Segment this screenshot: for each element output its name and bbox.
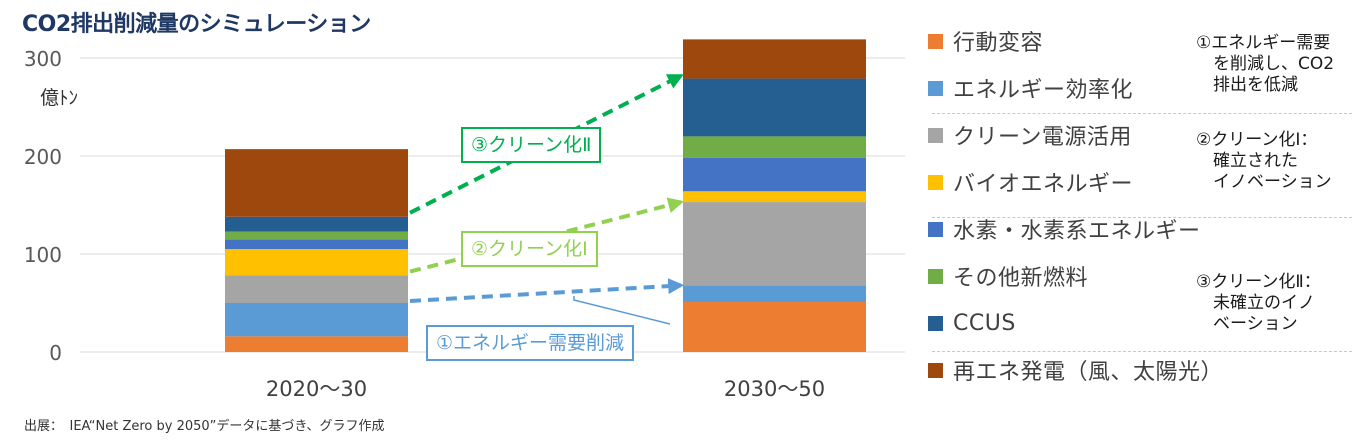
y-tick-label: 300	[24, 47, 62, 71]
y-axis-label: 億ﾄﾝ	[40, 87, 78, 109]
legend-swatch	[928, 362, 943, 378]
note-clean-1: ②クリーン化Ⅰ： 確立された イノベーション	[1196, 130, 1332, 192]
x-tick-label: 2020～30	[266, 377, 367, 401]
y-tick-label: 0	[49, 341, 62, 365]
x-tick-label: 2030～50	[724, 377, 825, 401]
legend-label: エネルギー効率化	[953, 78, 1134, 103]
legend-item: 行動変容	[928, 26, 1043, 56]
legend-item: CCUS	[928, 308, 1016, 338]
legend-label: クリーン電源活用	[953, 125, 1132, 150]
annotation-label: ②クリーン化Ⅰ	[461, 231, 598, 267]
y-tick-label: 200	[24, 145, 62, 169]
legend-swatch	[928, 127, 943, 143]
annotation-arrow	[409, 278, 685, 303]
bar-segment	[683, 285, 866, 303]
legend-swatch	[928, 174, 943, 190]
legend-swatch	[928, 80, 943, 96]
bar-segment	[683, 136, 866, 158]
bar-segment	[683, 302, 866, 352]
legend-item: 再エネ発電（風、太陽光）	[928, 355, 1223, 385]
bar-segment	[683, 202, 866, 286]
legend-swatch	[928, 315, 943, 331]
annotation-arrow	[409, 197, 685, 274]
legend-swatch	[928, 221, 943, 237]
bar-segment	[225, 336, 408, 352]
bar-segment	[225, 231, 408, 240]
callout-connector	[573, 296, 671, 325]
annotation-label: ③クリーン化Ⅱ	[461, 127, 602, 163]
source-note: 出展： IEA“Net Zero by 2050”データに基づき、グラフ作成	[24, 419, 385, 434]
bar-segment	[683, 157, 866, 192]
bar-segment	[225, 239, 408, 250]
bar-segment	[225, 216, 408, 232]
legend-item: その他新燃料	[928, 261, 1088, 291]
chart-title: CO2排出削減量のシミュレーション	[22, 12, 371, 37]
legend-swatch	[928, 33, 943, 49]
note-divider	[932, 351, 1352, 352]
legend-swatch	[928, 268, 943, 284]
note-demand-reduction: ①エネルギー需要 を削減し、CO2 排出を低減	[1196, 33, 1335, 95]
note-divider	[932, 113, 1352, 114]
legend-label: 再エネ発電（風、太陽光）	[953, 360, 1224, 385]
bar-segment	[225, 303, 408, 337]
bar-segment	[683, 191, 866, 203]
note-divider	[932, 217, 1352, 218]
annotation-label: ①エネルギー需要削減	[426, 325, 635, 361]
bar-segment	[683, 39, 866, 79]
legend-item: クリーン電源活用	[928, 120, 1132, 150]
bar-segment	[225, 249, 408, 276]
bar-segment	[683, 78, 866, 137]
legend-label: CCUS	[953, 310, 1016, 336]
legend-item: 水素・水素系エネルギー	[928, 214, 1201, 244]
legend-item: バイオエネルギー	[928, 167, 1133, 197]
legend-label: 水素・水素系エネルギー	[953, 219, 1201, 244]
bar-segment	[225, 149, 408, 217]
note-clean-2: ③クリーン化Ⅱ： 未確立のイノ ベーション	[1196, 272, 1321, 334]
legend-label: 行動変容	[953, 31, 1044, 56]
chart-plot: 0 100 200 300 億ﾄﾝ 2020～30 2030～50	[24, 39, 905, 401]
legend-item: エネルギー効率化	[928, 73, 1133, 103]
legend-label: その他新燃料	[953, 266, 1089, 291]
legend-label: バイオエネルギー	[953, 172, 1134, 197]
bar-segment	[225, 275, 408, 303]
y-tick-label: 100	[24, 243, 62, 267]
